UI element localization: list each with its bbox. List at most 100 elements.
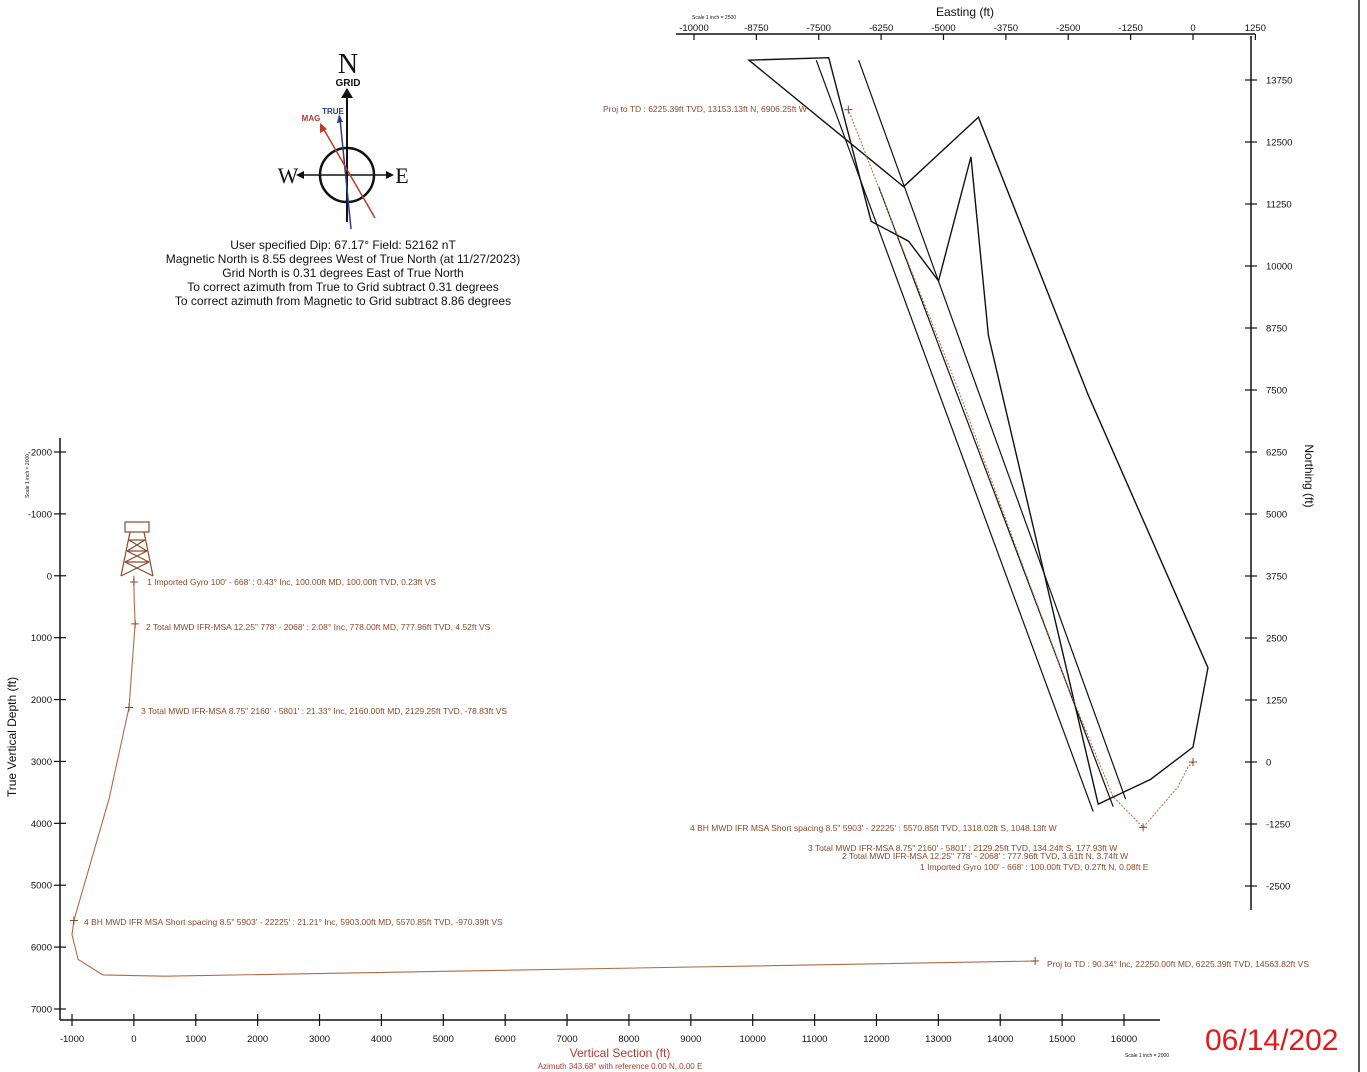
vs-survey-marker — [130, 578, 138, 586]
vs-y-tick-label: 3000 — [31, 757, 52, 768]
vs-x-tick-label: 4000 — [371, 1034, 392, 1045]
plan-y-tick-label: -1250 — [1266, 820, 1290, 831]
vs-survey-marker — [1031, 957, 1039, 965]
grid-label: GRID — [336, 78, 361, 89]
vs-annotations: 1 Imported Gyro 100' - 668' : 0.43° Inc,… — [84, 577, 1309, 969]
plan-annotation-4: 4 BH MWD IFR MSA Short spacing 8.5" 5903… — [690, 823, 1057, 833]
vs-annotation-4: 4 BH MWD IFR MSA Short spacing 8.5" 5903… — [84, 917, 503, 927]
plan-annotation-proj: Proj to TD : 6225.39ft TVD, 13153.13ft N… — [603, 104, 807, 114]
east-arrowhead — [386, 171, 394, 179]
vs-subtitle: Azimuth 343.68° with reference 0.00 N, 0… — [538, 1062, 703, 1071]
vs-x-tick-label: 16000 — [1111, 1034, 1137, 1045]
plan-x-tick-label: -10000 — [679, 23, 709, 34]
drilling-rig-icon — [121, 522, 153, 576]
plan-y-tick-label: 7500 — [1266, 386, 1287, 397]
vs-x-tick-label: 13000 — [925, 1034, 951, 1045]
plan-well-path — [844, 106, 1197, 832]
vs-y-tick-label: 0 — [47, 571, 52, 582]
vs-y-tick-label: -1000 — [28, 509, 52, 520]
plan-y-tick-label: 3750 — [1266, 572, 1287, 583]
vs-x-tick-label: 8000 — [618, 1034, 639, 1045]
vs-x-tick-label: 15000 — [1049, 1034, 1075, 1045]
lease-outline — [749, 58, 1208, 812]
vs-y-tick-label: -2000 — [28, 448, 52, 459]
vs-annotation-proj: Proj to TD : 90.34° Inc, 22250.00ft MD, … — [1047, 959, 1309, 969]
plan-x-tick-label: -7500 — [807, 23, 831, 34]
vs-x-tick-label: 11000 — [802, 1034, 828, 1045]
plan-scale-note: Scale 1 inch = 2500 — [692, 15, 736, 21]
info-line: To correct azimuth from Magnetic to Grid… — [175, 294, 511, 308]
north-letter: N — [338, 49, 358, 80]
plan-y-tick-label: 5000 — [1266, 510, 1287, 521]
plan-y-tick-label: 10000 — [1266, 262, 1292, 273]
plan-survey-marker — [844, 106, 852, 114]
plan-y-tick-label: 12500 — [1266, 138, 1292, 149]
vs-y-tick-label: 1000 — [31, 633, 52, 644]
date-stamp: 06/14/202 — [1205, 1024, 1338, 1057]
north-arrow: N GRID TRUE MAG W E — [278, 49, 409, 229]
plan-y-tick-label: 2500 — [1266, 634, 1287, 645]
vs-x-tick-label: 2000 — [247, 1034, 268, 1045]
plan-y-tick-label: -2500 — [1266, 882, 1290, 893]
vs-scale-note: Scale 1 inch = 2000 — [1125, 1053, 1169, 1059]
vs-annotation-3: 3 Total MWD IFR-MSA 8.75" 2160' - 5801' … — [141, 706, 507, 716]
info-line: User specified Dip: 67.17° Field: 52162 … — [230, 238, 456, 252]
plan-view: Scale 1 inch = 2500 Easting (ft) Northin… — [603, 5, 1316, 910]
grid-north-arrowhead — [341, 88, 353, 98]
plan-x-ticks: -10000 -8750 -7500 -6250 -5000 -3750 -2500 -125… — [679, 23, 1266, 40]
plan-path-line — [848, 110, 1193, 828]
plan-y-tick-label: 0 — [1266, 758, 1271, 769]
plan-y-tick-label: 6250 — [1266, 448, 1287, 459]
plan-y-tick-label: 13750 — [1266, 76, 1292, 87]
west-letter: W — [278, 163, 299, 188]
plan-y-label: Northing (ft) — [1302, 444, 1316, 507]
vs-x-tick-label: 3000 — [309, 1034, 330, 1045]
vs-survey-marker — [131, 620, 139, 628]
vs-x-tick-label: 9000 — [680, 1034, 701, 1045]
lease-setback-line — [816, 60, 1093, 811]
vs-x-tick-label: 14000 — [987, 1034, 1013, 1045]
plan-y-ticks: -2500 -1250 0 1250 2500 3750 5000 6250 7500 8750 1… — [1245, 76, 1292, 893]
vs-x-tick-label: 6000 — [495, 1034, 516, 1045]
plan-x-label: Easting (ft) — [936, 5, 994, 19]
plan-x-tick-label: -1250 — [1118, 23, 1142, 34]
vs-y-tick-label: 5000 — [31, 881, 52, 892]
vs-y-label: True Vertical Depth (ft) — [5, 677, 19, 797]
true-label: TRUE — [322, 107, 344, 116]
mag-label: MAG — [302, 114, 321, 123]
vs-x-ticks: -1000 0 1000 2000 3000 4000 5000 6000 7000 8000 90… — [60, 1014, 1137, 1045]
vs-y-tick-label: 6000 — [31, 943, 52, 954]
vs-y-tick-label: 4000 — [31, 819, 52, 830]
plan-x-tick-label: -5000 — [931, 23, 955, 34]
vs-x-tick-label: 5000 — [433, 1034, 454, 1045]
vertical-section-view: Scale 1 inch = 2000 Scale 1 inch = 2000 … — [5, 438, 1309, 1071]
plan-y-tick-label: 8750 — [1266, 324, 1287, 335]
plan-x-tick-label: 0 — [1190, 23, 1195, 34]
vs-x-tick-label: 7000 — [556, 1034, 577, 1045]
vs-scale-note-left: Scale 1 inch = 2000 — [25, 454, 31, 498]
mag-north-arrowhead — [320, 123, 327, 133]
vs-annotation-1: 1 Imported Gyro 100' - 668' : 0.43° Inc,… — [147, 577, 436, 587]
vs-x-tick-label: -1000 — [60, 1034, 84, 1045]
vs-x-label: Vertical Section (ft) — [570, 1046, 671, 1060]
vs-annotation-2: 2 Total MWD IFR-MSA 12.25" 778' - 2068' … — [146, 622, 491, 632]
vs-x-tick-label: 1000 — [185, 1034, 206, 1045]
plan-x-tick-label: -3750 — [994, 23, 1018, 34]
vs-y-tick-label: 7000 — [31, 1005, 52, 1016]
plan-x-tick-label: -6250 — [869, 23, 893, 34]
vs-x-tick-label: 10000 — [739, 1034, 765, 1045]
vs-x-tick-label: 0 — [131, 1034, 136, 1045]
lease-boundary — [749, 58, 1208, 804]
info-line: To correct azimuth from True to Grid sub… — [187, 280, 498, 294]
vs-survey-marker — [125, 704, 133, 712]
lease-setback-line — [879, 187, 1114, 807]
vs-x-tick-label: 12000 — [863, 1034, 889, 1045]
vs-y-tick-label: 2000 — [31, 695, 52, 706]
plan-y-tick-label: 11250 — [1266, 200, 1292, 211]
info-line: Grid North is 0.31 degrees East of True … — [222, 266, 463, 280]
plan-annotation-2: 2 Total MWD IFR-MSA 12.25" 778' - 2068' … — [842, 851, 1128, 861]
plan-y-tick-label: 1250 — [1266, 696, 1287, 707]
plan-annotation-1: 1 Imported Gyro 100' - 668' : 100.00ft T… — [920, 862, 1149, 872]
plan-x-tick-label: -2500 — [1056, 23, 1080, 34]
